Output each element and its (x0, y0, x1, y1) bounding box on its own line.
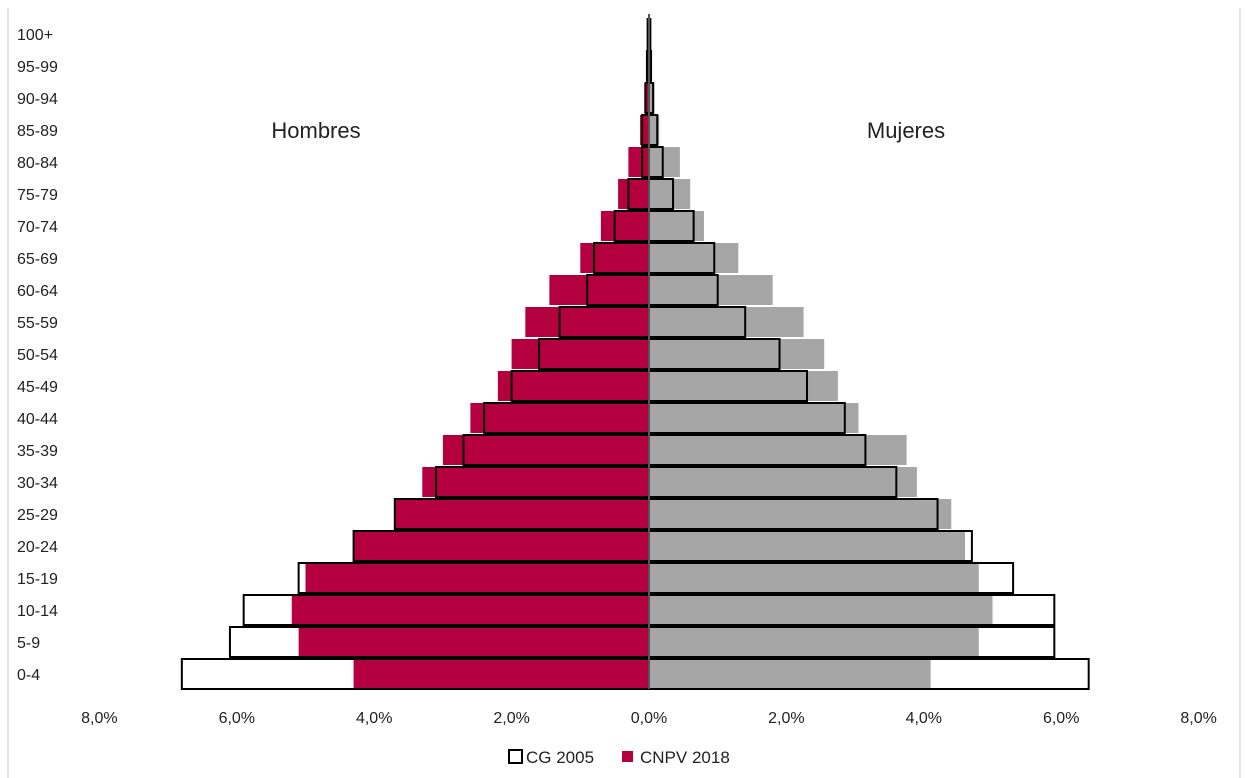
bar-cnpv2018-hombres-65-69 (580, 243, 649, 273)
bar-cnpv2018-hombres-25-29 (394, 499, 649, 529)
x-tick-label: 6,0% (1043, 710, 1079, 727)
age-label-50-54: 50-54 (17, 347, 58, 364)
x-tick-label: 2,0% (493, 710, 529, 727)
legend: CG 2005 CNPV 2018 (508, 748, 730, 767)
age-label-40-44: 40-44 (17, 411, 58, 428)
x-axis-tick-labels: 8,0% 6,0% 4,0% 2,0% 0,0% 2,0% 4,0% 6,0% 8,0% (81, 710, 1217, 727)
bar-cnpv2018-mujeres-30-34 (649, 467, 917, 497)
bar-cnpv2018-mujeres-0-4 (649, 659, 931, 689)
bar-cnpv2018-mujeres-20-24 (649, 531, 966, 561)
bar-cnpv2018-mujeres-60-64 (649, 275, 773, 305)
bars-layer (180, 18, 1090, 690)
bar-cnpv2018-hombres-40-44 (470, 403, 649, 433)
age-label-80-84: 80-84 (17, 155, 58, 172)
bar-cnpv2018-mujeres-65-69 (649, 243, 739, 273)
bar-cnpv2018-hombres-75-79 (618, 179, 649, 209)
left-side-label: Hombres (271, 118, 360, 143)
x-tick-label: 0,0% (631, 710, 667, 727)
age-label-90-94: 90-94 (17, 91, 58, 108)
age-label-55-59: 55-59 (17, 315, 58, 332)
age-label-60-64: 60-64 (17, 283, 58, 300)
legend-swatch-cnpv2018 (622, 751, 633, 762)
age-label-85-89: 85-89 (17, 123, 58, 140)
bar-cnpv2018-hombres-70-74 (600, 211, 649, 241)
bar-cnpv2018-hombres-90-94 (644, 83, 649, 113)
bar-cnpv2018-mujeres-70-74 (649, 211, 704, 241)
age-label-65-69: 65-69 (17, 251, 58, 268)
bar-cnpv2018-hombres-35-39 (442, 435, 649, 465)
bar-cnpv2018-hombres-55-59 (525, 307, 649, 337)
age-label-10-14: 10-14 (17, 603, 58, 620)
bar-cnpv2018-mujeres-35-39 (649, 435, 907, 465)
x-tick-label: 8,0% (1180, 710, 1216, 727)
bar-cnpv2018-mujeres-25-29 (649, 499, 952, 529)
chart-frame (7, 8, 1241, 778)
age-label-100+: 100+ (17, 27, 53, 44)
bar-cnpv2018-mujeres-45-49 (649, 371, 838, 401)
legend-swatch-cg2005 (508, 749, 523, 764)
age-label-0-4: 0-4 (17, 667, 40, 684)
bar-cnpv2018-mujeres-40-44 (649, 403, 859, 433)
bar-cnpv2018-mujeres-90-94 (649, 83, 655, 113)
age-label-20-24: 20-24 (17, 539, 58, 556)
x-tick-label: 4,0% (906, 710, 942, 727)
bar-cnpv2018-hombres-15-19 (305, 563, 649, 593)
bar-cnpv2018-mujeres-75-79 (649, 179, 691, 209)
bar-cnpv2018-hombres-45-49 (497, 371, 649, 401)
right-side-label: Mujeres (867, 118, 945, 143)
age-label-95-99: 95-99 (17, 59, 58, 76)
bar-cnpv2018-hombres-5-9 (298, 627, 649, 657)
legend-label-cnpv2018: CNPV 2018 (640, 748, 730, 767)
legend-label-cg2005: CG 2005 (526, 748, 594, 767)
bar-cnpv2018-mujeres-55-59 (649, 307, 804, 337)
x-tick-label: 4,0% (356, 710, 392, 727)
age-label-30-34: 30-34 (17, 475, 58, 492)
bar-cnpv2018-mujeres-5-9 (649, 627, 979, 657)
bar-cnpv2018-mujeres-50-54 (649, 339, 825, 369)
age-label-70-74: 70-74 (17, 219, 58, 236)
bar-cnpv2018-hombres-85-89 (640, 115, 649, 145)
x-tick-label: 8,0% (81, 710, 117, 727)
age-label-35-39: 35-39 (17, 443, 58, 460)
age-label-25-29: 25-29 (17, 507, 58, 524)
bar-cnpv2018-mujeres-80-84 (649, 147, 680, 177)
bar-cnpv2018-hombres-0-4 (353, 659, 649, 689)
bar-cnpv2018-hombres-30-34 (422, 467, 649, 497)
bar-cnpv2018-hombres-60-64 (549, 275, 649, 305)
bar-cnpv2018-hombres-20-24 (353, 531, 649, 561)
x-tick-label: 6,0% (219, 710, 255, 727)
bar-cnpv2018-hombres-10-14 (291, 595, 649, 625)
x-tick-label: 2,0% (768, 710, 804, 727)
age-label-15-19: 15-19 (17, 571, 58, 588)
age-label-75-79: 75-79 (17, 187, 58, 204)
age-label-5-9: 5-9 (17, 635, 40, 652)
bar-cnpv2018-mujeres-10-14 (649, 595, 993, 625)
age-label-45-49: 45-49 (17, 379, 58, 396)
bar-cnpv2018-mujeres-85-89 (649, 115, 660, 145)
bar-cnpv2018-mujeres-15-19 (649, 563, 979, 593)
bar-cnpv2018-hombres-80-84 (628, 147, 649, 177)
age-group-labels: 0-4 5-9 10-14 15-19 20-24 25-29 30-34 35-39 40-4… (17, 27, 58, 684)
bar-cnpv2018-hombres-50-54 (511, 339, 649, 369)
